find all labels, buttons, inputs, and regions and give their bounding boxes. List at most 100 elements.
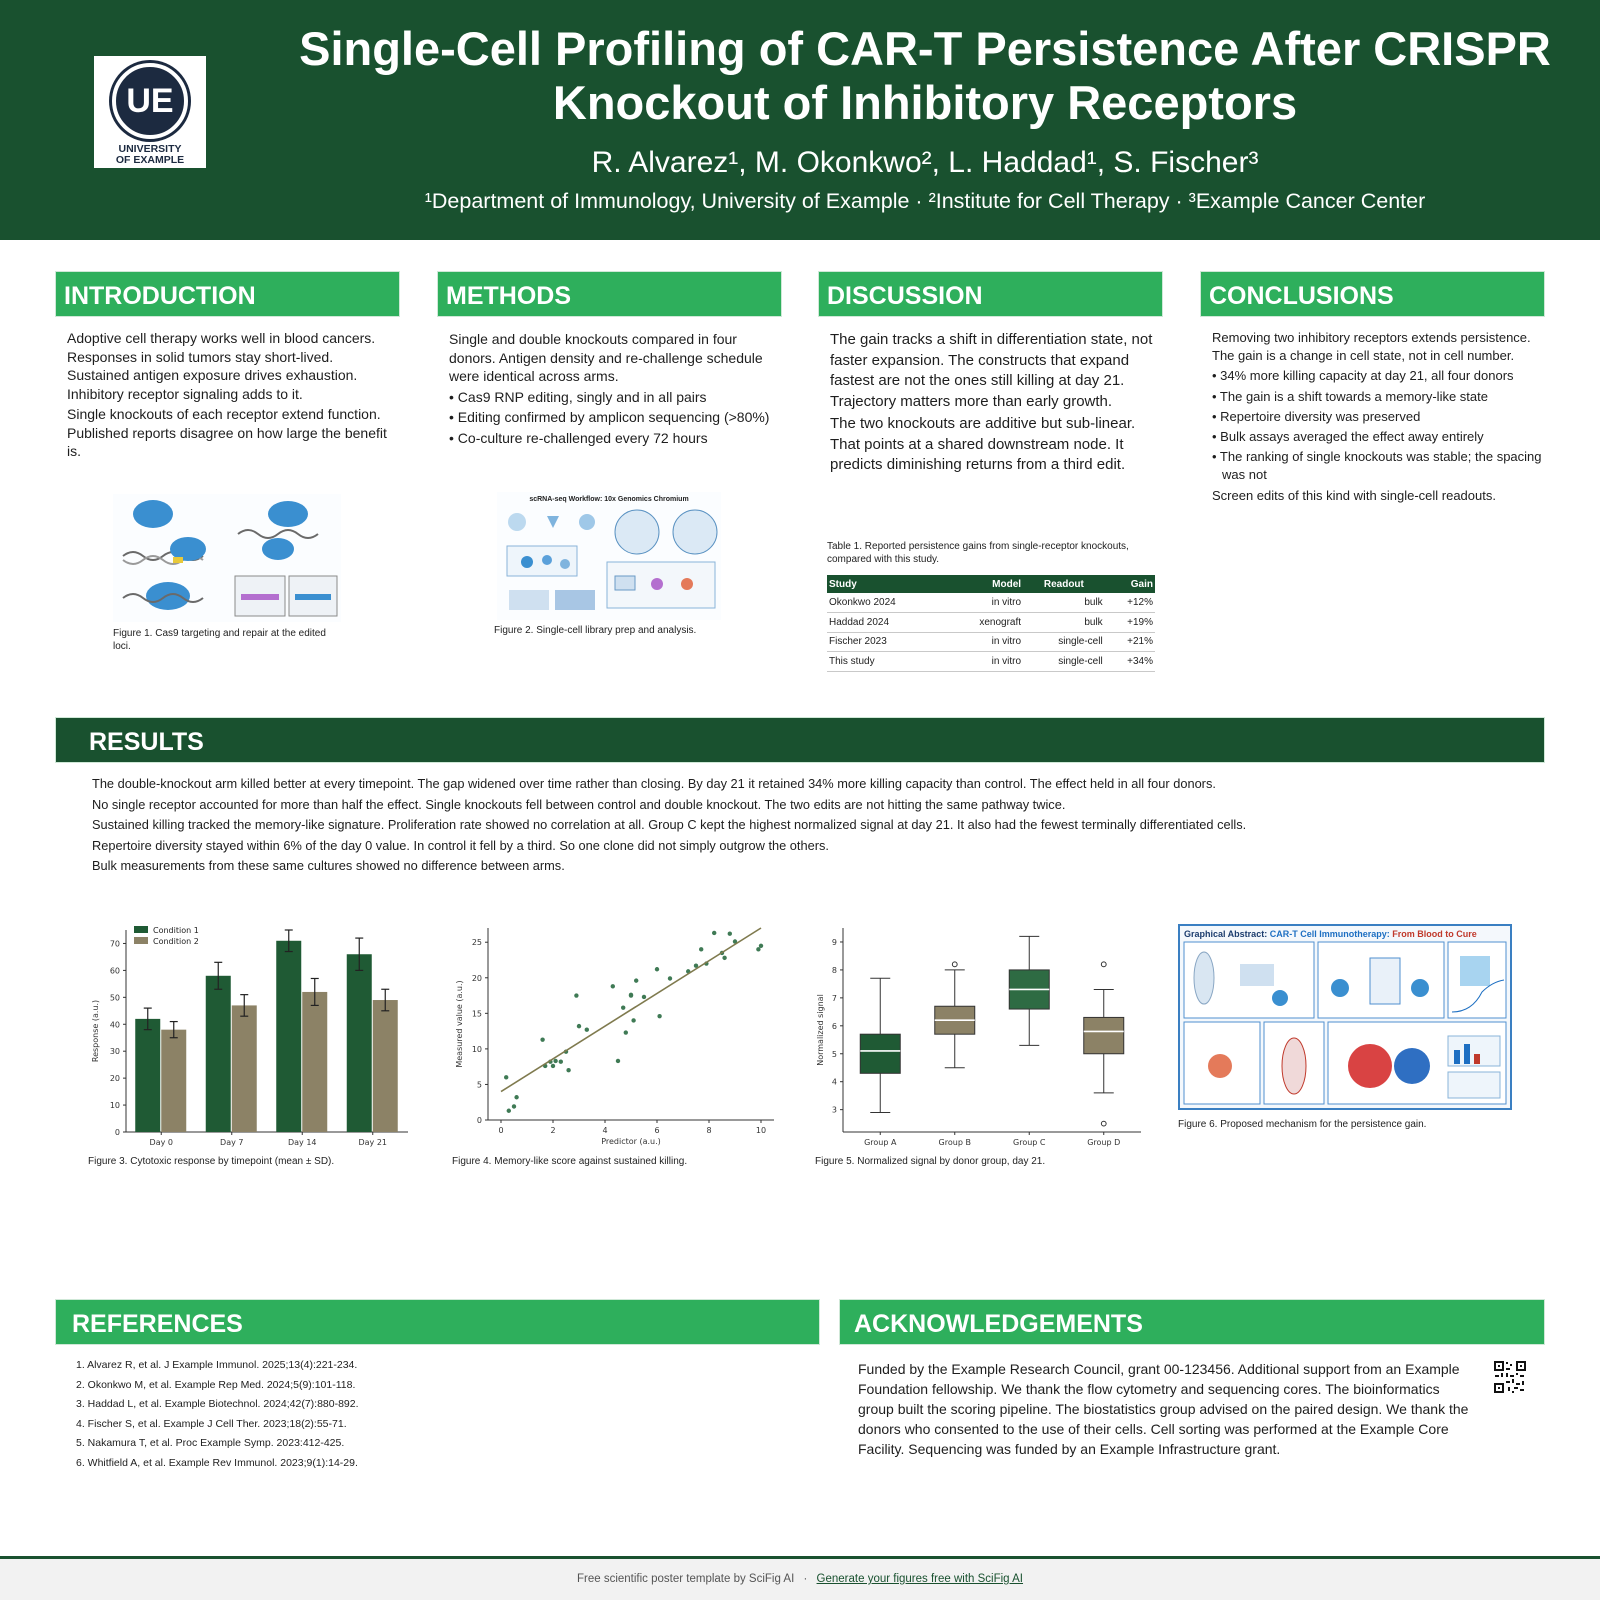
logo-line-2: OF EXAMPLE bbox=[115, 154, 185, 166]
gains-table: Study Model Readout Gain Okonkwo 2024 in… bbox=[827, 575, 1155, 672]
table-cell: This study bbox=[827, 651, 947, 672]
table-cell: Okonkwo 2024 bbox=[827, 593, 947, 613]
x-tick-label: Group A bbox=[864, 1138, 897, 1147]
scatter-point bbox=[540, 1037, 545, 1042]
results-line: No single receptor accounted for more th… bbox=[92, 796, 1066, 812]
authors: R. Alvarez¹, M. Okonkwo², L. Haddad¹, S.… bbox=[591, 146, 1259, 179]
svg-text:Graphical Abstract: CAR-T Cell: Graphical Abstract: CAR-T Cell Immunothe… bbox=[1184, 929, 1477, 939]
table-cell: +19% bbox=[1104, 612, 1155, 633]
scrnaseq-workflow-illustration: scRNA-seq Workflow: 10x Genomics Chromiu… bbox=[497, 492, 721, 620]
footer: Free scientific poster template by SciFi… bbox=[0, 1556, 1600, 1600]
methods-heading: METHODS bbox=[437, 271, 782, 317]
footer-link[interactable]: Generate your figures free with SciFig A… bbox=[816, 1573, 1024, 1585]
results-line: The double-knockout arm killed better at… bbox=[92, 776, 1216, 791]
y-tick-label: 10 bbox=[472, 1045, 482, 1054]
y-tick-label: 60 bbox=[110, 966, 120, 975]
box bbox=[859, 1033, 901, 1074]
bar bbox=[346, 954, 372, 1132]
y-tick-label: 20 bbox=[110, 1074, 120, 1083]
x-tick-label: Day 7 bbox=[220, 1138, 243, 1147]
x-tick-label: Day 0 bbox=[150, 1138, 173, 1147]
figure-6-caption: Figure 6. Proposed mechanism for the per… bbox=[1178, 1119, 1427, 1130]
bar bbox=[161, 1029, 187, 1132]
scatter-point bbox=[514, 1095, 519, 1100]
y-tick-label: 5 bbox=[832, 1050, 837, 1059]
y-tick-label: 6 bbox=[832, 1022, 837, 1031]
conclusions-para-1: Removing two inhibitory receptors extend… bbox=[1212, 330, 1531, 364]
poster-header: UE UNIVERSITY OF EXAMPLE Single-Cell Pro… bbox=[0, 0, 1600, 240]
trend-line bbox=[500, 927, 762, 1093]
scatter-point bbox=[610, 984, 615, 989]
abstract-title-b: CAR-T Cell Immunotherapy: bbox=[1270, 929, 1393, 939]
bar bbox=[302, 991, 328, 1132]
table-header-row: Study Model Readout Gain bbox=[827, 575, 1155, 593]
discussion-heading: DISCUSSION bbox=[818, 271, 1163, 317]
title-line-2: Knockout of Inhibitory Receptors bbox=[552, 76, 1298, 129]
logo-text: UNIVERSITY OF EXAMPLE bbox=[94, 144, 206, 166]
references-list: 1. Alvarez R, et al. J Example Immunol. … bbox=[76, 1357, 796, 1474]
table-row: Fischer 2023 in vitro single-cell +21% bbox=[827, 632, 1155, 652]
scatter-point bbox=[712, 930, 717, 936]
discussion-para-1: The gain tracks a shift in differentiati… bbox=[830, 331, 1153, 410]
reference-item: 5. Nakamura T, et al. Proc Example Symp.… bbox=[76, 1437, 345, 1449]
y-tick-label: 9 bbox=[832, 938, 837, 947]
conclusions-bullet: • Bulk assays averaged the effect away e… bbox=[1212, 429, 1484, 445]
x-tick-label: 0 bbox=[498, 1126, 503, 1135]
figure-2-caption: Figure 2. Single-cell library prep and a… bbox=[494, 625, 697, 636]
table-cell: +21% bbox=[1104, 632, 1155, 652]
acknowledgements-text: Funded by the Example Research Council, … bbox=[858, 1361, 1469, 1457]
x-tick-label: 10 bbox=[756, 1126, 766, 1135]
logo-line-1: UNIVERSITY bbox=[118, 143, 182, 155]
scatter-point bbox=[631, 1018, 636, 1023]
cas9-illustration bbox=[113, 494, 341, 622]
abstract-title-a: Graphical Abstract: bbox=[1184, 929, 1270, 939]
scatter-point bbox=[511, 1104, 517, 1109]
y-axis-label: Normalized signal bbox=[816, 994, 825, 1066]
qr-code-icon[interactable] bbox=[1493, 1360, 1527, 1394]
scatter-point bbox=[641, 994, 647, 1000]
bar bbox=[372, 1000, 398, 1132]
scatter-point bbox=[576, 1023, 582, 1029]
scatter-point bbox=[504, 1075, 509, 1080]
title-line-1: Single-Cell Profiling of CAR-T Persisten… bbox=[299, 22, 1551, 75]
figure-5-caption: Figure 5. Normalized signal by donor gro… bbox=[815, 1156, 1046, 1167]
conclusions-text: Removing two inhibitory receptors extend… bbox=[1212, 329, 1542, 507]
affiliations: ¹Department of Immunology, University of… bbox=[424, 189, 1426, 213]
x-tick-label: Group C bbox=[1013, 1138, 1046, 1147]
x-tick-label: 4 bbox=[602, 1126, 607, 1135]
scatter-point bbox=[758, 943, 764, 948]
poster-title: Single-Cell Profiling of CAR-T Persisten… bbox=[290, 22, 1560, 130]
scatter-point bbox=[732, 939, 738, 944]
scatter-point bbox=[722, 955, 727, 961]
conclusions-heading: CONCLUSIONS bbox=[1200, 271, 1545, 317]
figure-5-box-chart: 3 4 5 6 7 8 9 Normalized signal Group A Group B Gr… bbox=[815, 920, 1145, 1150]
logo-emblem: UE bbox=[112, 63, 188, 139]
outlier-point bbox=[1100, 961, 1107, 968]
references-heading: REFERENCES bbox=[55, 1299, 820, 1345]
figure-2-title: scRNA-seq Workflow: 10x Genomics Chromiu… bbox=[529, 496, 688, 503]
bar-chart-svg: 0 10 20 30 40 50 60 70 Response (a.u.) Day 0 Day 7… bbox=[91, 926, 408, 1147]
introduction-para-2: Single knockouts of each receptor extend… bbox=[67, 406, 387, 459]
y-tick-label: 15 bbox=[472, 1009, 482, 1018]
reference-item: 3. Haddad L, et al. Example Biotechnol. … bbox=[76, 1398, 359, 1410]
y-tick-label: 3 bbox=[832, 1106, 837, 1115]
reference-item: 4. Fischer S, et al. Example J Cell Ther… bbox=[76, 1417, 347, 1430]
box bbox=[1083, 1016, 1125, 1055]
y-tick-label: 10 bbox=[110, 1101, 120, 1110]
bar bbox=[205, 975, 231, 1132]
x-tick-label: 2 bbox=[550, 1126, 555, 1135]
y-tick-label: 7 bbox=[832, 994, 837, 1003]
scatter-point bbox=[628, 993, 634, 998]
methods-bullet: • Editing confirmed by amplicon sequenci… bbox=[449, 409, 770, 425]
table-1-caption: Table 1. Reported persistence gains from… bbox=[827, 541, 1129, 565]
table-row: Okonkwo 2024 in vitro bulk +12% bbox=[827, 593, 1155, 613]
scatter-point bbox=[623, 1030, 628, 1035]
university-logo: UE UNIVERSITY OF EXAMPLE bbox=[94, 56, 206, 168]
table-cell: +12% bbox=[1104, 593, 1155, 613]
table-cell: single-cell bbox=[1023, 651, 1105, 672]
y-tick-label: 20 bbox=[472, 974, 482, 983]
introduction-text: Adoptive cell therapy works well in bloo… bbox=[67, 329, 397, 463]
table-header-cell: Gain bbox=[1104, 575, 1155, 593]
x-axis-label: Predictor (a.u.) bbox=[601, 1137, 661, 1146]
table-header-cell: Readout bbox=[1023, 575, 1105, 593]
